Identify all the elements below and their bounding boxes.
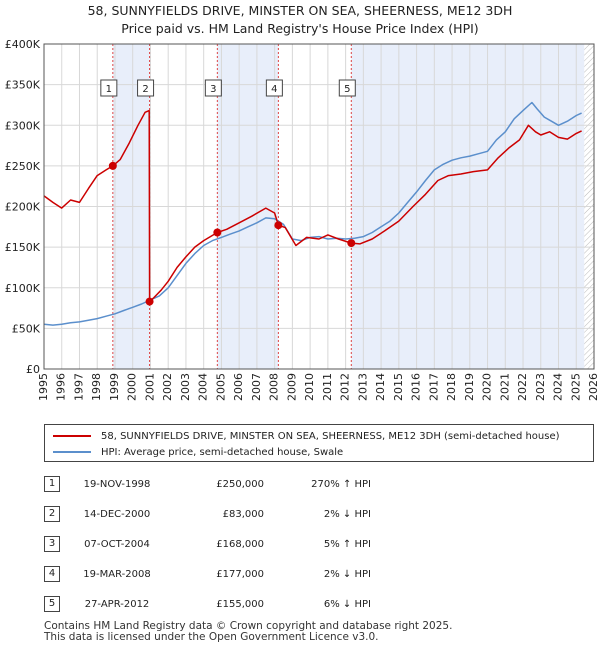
sale-marker-box-1 [100,79,118,97]
sale-point-4 [274,221,283,230]
sale-number: 4 [44,566,60,582]
x-tick-label: 2018 [445,373,458,401]
sale-number: 3 [44,536,60,552]
x-tick-label: 2014 [374,373,387,401]
x-tick-label: 2005 [214,373,227,401]
x-tick-label: 2015 [392,373,405,401]
sale-date: 14-DEC-2000 [83,509,151,520]
sale-point-2 [145,297,154,306]
y-tick-label: £100K [5,282,41,295]
sale-row-4: 4 19-MAR-2008 £177,000 2% ↓ HPI [44,566,594,586]
sale-price: £168,000 [216,539,264,550]
y-tick-label: £400K [5,38,41,51]
sale-price: £250,000 [216,479,264,490]
sale-point-1 [108,161,117,170]
sale-hpi-change: 2% ↓ HPI [323,569,371,580]
title-line-2: Price paid vs. HM Land Registry's House … [121,21,479,36]
x-tick-label: 2001 [143,373,156,401]
sale-marker-label-2: 2 [142,84,148,95]
x-tick-label: 2013 [356,373,369,401]
x-tick-label: 2003 [179,373,192,401]
y-tick-label: £200K [5,201,41,214]
chart-legend: 58, SUNNYFIELDS DRIVE, MINSTER ON SEA, S… [44,424,594,462]
sale-hpi-change: 6% ↓ HPI [323,599,371,610]
sale-marker-box-5 [338,79,356,97]
series-line-hpi [43,101,582,326]
x-tick-label: 1999 [108,373,121,401]
x-tick-label: 2010 [303,373,316,401]
sale-date: 19-NOV-1998 [83,479,151,490]
sale-row-2: 2 14-DEC-2000 £83,000 2% ↓ HPI [44,506,594,526]
x-tick-label: 2019 [463,373,476,401]
legend-entry-property: 58, SUNNYFIELDS DRIVE, MINSTER ON SEA, S… [53,428,560,444]
x-tick-label: 2000 [126,373,139,401]
x-tick-label: 2004 [197,373,210,401]
sale-marker-label-4: 4 [271,84,277,95]
x-tick-label: 1996 [55,373,68,401]
sale-point-3 [213,228,222,237]
sale-hpi-change: 2% ↓ HPI [323,509,371,520]
x-tick-label: 2007 [250,373,263,401]
x-tick-label: 2017 [427,373,440,401]
sale-row-3: 3 07-OCT-2004 £168,000 5% ↑ HPI [44,536,594,556]
sale-date: 07-OCT-2004 [84,539,150,550]
x-tick-label: 1998 [90,373,103,401]
x-tick-label: 2020 [481,373,494,401]
sale-price: £155,000 [216,599,264,610]
x-tick-label: 2021 [498,373,511,401]
chart-title: 58, SUNNYFIELDS DRIVE, MINSTER ON SEA, S… [0,2,600,38]
x-tick-label: 1997 [72,373,85,401]
x-tick-label: 2026 [587,373,600,401]
x-tick-label: 2023 [534,373,547,401]
sale-price: £177,000 [216,569,264,580]
x-tick-label: 2008 [268,373,281,401]
x-tick-label: 2006 [232,373,245,401]
x-tick-label: 2022 [516,373,529,401]
sale-marker-label-1: 1 [106,84,112,95]
y-tick-label: £50K [12,322,41,335]
sale-marker-box-4 [265,79,283,97]
legend-entry-hpi: HPI: Average price, semi-detached house,… [53,444,343,460]
x-tick-label: 2025 [569,373,582,401]
price-chart: £0 £50K £100K £150K £200K £250K £300K £350K £400… [5,38,600,401]
sale-number: 1 [44,476,60,492]
y-tick-label: £150K [5,241,41,254]
footer: Contains HM Land Registry data © Crown c… [44,621,452,643]
y-tick-label: £250K [5,160,41,173]
x-tick-label: 2012 [339,373,352,401]
sale-hpi-change: 270% ↑ HPI [311,479,371,490]
legend-line-property [53,435,91,437]
sale-date: 19-MAR-2008 [83,569,151,580]
sale-date: 27-APR-2012 [84,599,150,610]
plot-border [43,43,595,370]
title-line-1: 58, SUNNYFIELDS DRIVE, MINSTER ON SEA, S… [87,3,513,18]
sale-row-1: 1 19-NOV-1998 £250,000 270% ↑ HPI [44,476,594,496]
sale-number: 5 [44,596,60,612]
sale-hpi-change: 5% ↑ HPI [323,539,371,550]
y-tick-label: £350K [5,79,41,92]
sale-price: £83,000 [222,509,264,520]
sale-marker-label-3: 3 [210,84,216,95]
x-tick-label: 2009 [285,373,298,401]
sale-point-5 [347,239,356,248]
x-tick-label: 1995 [37,373,50,401]
sale-marker-label-5: 5 [344,84,350,95]
sale-row-5: 5 27-APR-2012 £155,000 6% ↓ HPI [44,596,594,616]
legend-line-hpi [53,451,91,453]
sale-number: 2 [44,506,60,522]
sale-marker-box-3 [204,79,222,97]
y-tick-label: £300K [5,119,41,132]
footer-line-2: This data is licensed under the Open Gov… [44,631,379,643]
x-tick-label: 2016 [410,373,423,401]
sale-marker-box-2 [137,79,155,97]
x-tick-label: 2011 [321,373,334,401]
legend-label-property: 58, SUNNYFIELDS DRIVE, MINSTER ON SEA, S… [101,430,560,442]
legend-label-hpi: HPI: Average price, semi-detached house,… [101,446,344,458]
x-tick-label: 2024 [552,373,565,401]
x-tick-label: 2002 [161,373,174,401]
y-tick-label: £0 [26,363,40,376]
footer-line-1: Contains HM Land Registry data © Crown c… [44,620,453,632]
